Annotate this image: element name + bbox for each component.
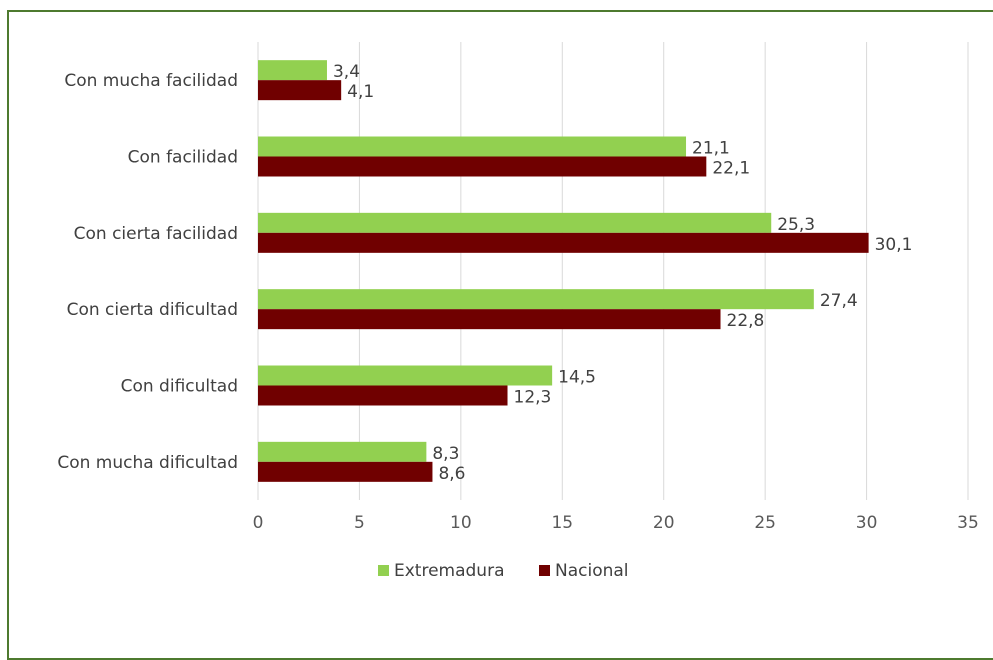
legend-label-extremadura: Extremadura: [394, 561, 505, 581]
x-tick-label: 0: [253, 513, 264, 533]
category-label: Con cierta facilidad: [74, 224, 238, 244]
category-label: Con facilidad: [128, 148, 238, 168]
gridlines: [257, 42, 969, 500]
bar-extremadura: [258, 212, 772, 233]
bar-chart: 3,44,1 21,122,1 25,3 30,1 27,4 22,8 14,5 12,3 8,…: [57, 42, 979, 581]
x-tick-label: 30: [856, 513, 878, 533]
data-label: 25,3: [777, 215, 815, 235]
data-label: 30,1: [875, 235, 913, 255]
bar-nacional: [258, 80, 342, 101]
bars: [258, 60, 869, 482]
data-label: 22,1: [712, 159, 750, 179]
data-label: 8,3: [432, 444, 459, 464]
category-label: Con dificultad: [121, 377, 238, 397]
category-labels: Con mucha facilidad Con facilidad Con cier…: [57, 71, 238, 473]
bar-nacional: [258, 461, 433, 482]
data-label: 27,4: [820, 291, 858, 311]
data-label: 21,1: [692, 139, 730, 159]
data-label: 8,6: [438, 464, 465, 484]
category-label: Con mucha dificultad: [57, 453, 238, 473]
legend: Extremadura Nacional: [378, 561, 629, 581]
legend-swatch-extremadura: [378, 565, 389, 576]
x-tick-labels: 0 5 10 15 20 25 30 35: [253, 513, 979, 533]
data-labels: 3,44,1 21,122,1 25,3 30,1 27,4 22,8 14,5 12,3 8,…: [333, 62, 912, 484]
category-label: Con mucha facilidad: [64, 71, 238, 91]
bar-extremadura: [258, 289, 814, 310]
x-tick-label: 5: [354, 513, 365, 533]
legend-label-nacional: Nacional: [555, 561, 629, 581]
bar-extremadura: [258, 136, 687, 157]
x-tick-label: 10: [450, 513, 472, 533]
x-tick-label: 35: [957, 513, 979, 533]
bar-nacional: [258, 309, 721, 330]
bar-extremadura: [258, 60, 327, 81]
bar-extremadura: [258, 365, 553, 386]
data-label: 14,5: [558, 368, 596, 388]
legend-swatch-nacional: [539, 565, 550, 576]
data-label: 22,8: [727, 311, 765, 331]
bar-extremadura: [258, 441, 427, 462]
data-label: 3,4: [333, 62, 360, 82]
x-tick-label: 20: [653, 513, 675, 533]
category-label: Con cierta dificultad: [67, 300, 238, 320]
bar-nacional: [258, 232, 869, 253]
bar-nacional: [258, 156, 707, 177]
x-tick-label: 15: [551, 513, 573, 533]
data-label: 12,3: [514, 388, 552, 408]
x-tick-label: 25: [754, 513, 776, 533]
bar-nacional: [258, 385, 508, 406]
data-label: 4,1: [347, 82, 374, 102]
